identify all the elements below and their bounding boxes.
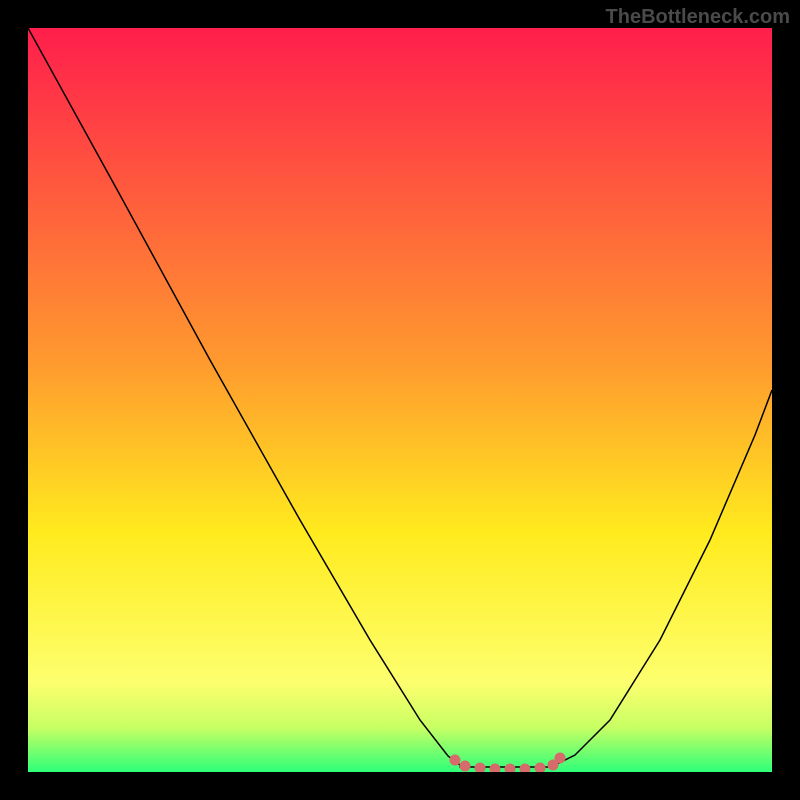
optimal-dot — [490, 764, 501, 773]
chart-container: TheBottleneck.com — [0, 0, 800, 800]
optimal-zone-dots — [28, 28, 772, 772]
optimal-dot — [505, 764, 516, 773]
optimal-dot — [555, 753, 566, 764]
optimal-dot — [535, 763, 546, 773]
plot-area — [28, 28, 772, 772]
optimal-dot — [460, 761, 471, 772]
watermark-text: TheBottleneck.com — [606, 6, 790, 29]
optimal-dot — [475, 763, 486, 773]
optimal-dot — [450, 755, 461, 766]
optimal-dot — [520, 764, 531, 773]
